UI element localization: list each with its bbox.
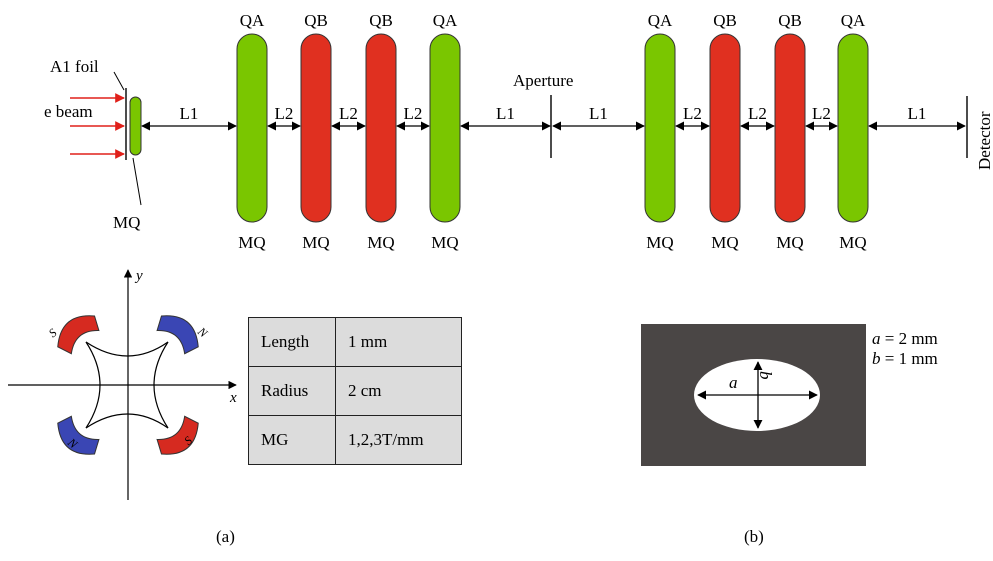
param-value: 1,2,3T/mm [335,415,462,465]
spacing-label: L1 [496,104,515,123]
table-row: Radius 2 cm [248,366,462,416]
table-row: Length 1 mm [248,317,462,367]
mq-label: MQ [367,233,394,252]
quad-type-label: QB [713,11,737,30]
mq-label: MQ [431,233,458,252]
table-row: MG 1,2,3T/mm [248,415,462,465]
aperture-label: Aperture [513,71,573,90]
spacing-label: L2 [683,104,702,123]
small-mq-pointer [132,157,142,206]
minor-axis-label: b [756,371,775,380]
caption-a: (a) [216,527,235,546]
mq-label: MQ [646,233,673,252]
param-key: MG [248,415,336,465]
yoke-arc-bottom [85,413,169,429]
pole-top-right: N [156,315,211,355]
quadrupole-8 [837,33,869,223]
spacing-label: L2 [812,104,831,123]
spacing-label: L2 [404,104,423,123]
mq-label: MQ [238,233,265,252]
pole-label-tl: S [46,326,60,341]
quadrupole-cross-section: x y S N N S [8,268,237,500]
pole-bottom-left [57,415,100,455]
yoke-arc-right [153,341,169,429]
spacing-label: L2 [748,104,767,123]
beam-label: e beam [44,102,93,121]
quadrupole-3 [365,33,397,223]
yoke-arc-top [85,341,169,357]
pole-top-left: S [46,315,100,355]
mq-label: MQ [711,233,738,252]
quadrupole-5 [644,33,676,223]
mq-labels: MQ MQ MQ MQ MQ MQ MQ MQ [238,233,866,252]
spacing-label: L1 [180,104,199,123]
param-b: b = 1 mm [872,349,938,368]
aperture-parameters: a = 2 mm b = 1 mm [872,329,938,369]
param-key: Radius [248,366,336,416]
mq-label: MQ [839,233,866,252]
quadrupole-4 [429,33,461,223]
pole-bottom-right [156,415,199,455]
quad-type-label: QA [648,11,673,30]
y-axis-label: y [134,268,143,284]
spacing-label: L2 [275,104,294,123]
quad-type-label: QA [240,11,265,30]
quadrupole-6 [709,33,741,223]
small-quadrupole [129,96,142,156]
spacing-label: L1 [908,104,927,123]
mq-label: MQ [776,233,803,252]
param-value: 1 mm [335,317,462,367]
quad-type-labels: QA QB QB QA QA QB QB QA [240,11,866,30]
foil-label: A1 foil [50,57,99,76]
param-a: a = 2 mm [872,329,938,348]
caption-b: (b) [744,527,764,546]
param-key: Length [248,317,336,367]
quadrupole-2 [300,33,332,223]
quadrupole-1 [236,33,268,223]
spacing-label: L1 [589,104,608,123]
spacing-arrows: L1 L2 L2 L2 L1 L1 L2 L2 L2 L1 [141,104,966,131]
quad-type-label: QB [369,11,393,30]
quad-type-label: QA [433,11,458,30]
parameter-table: Length 1 mm Radius 2 cm MG 1,2,3T/mm [248,317,462,465]
beamline: A1 foil e beam MQ QA QB QB QA QA QB QB QA MQ MQ M… [44,11,993,252]
quad-type-label: QB [778,11,802,30]
spacing-label: L2 [339,104,358,123]
yoke-arc-left [85,341,101,429]
small-mq-label: MQ [113,213,140,232]
aperture-shape: a b [641,324,866,466]
x-axis-label: x [229,390,237,406]
major-axis-label: a [729,373,738,392]
mq-label: MQ [302,233,329,252]
foil-pointer [113,71,125,91]
param-value: 2 cm [335,366,462,416]
quadrupole-magnets [236,33,869,223]
quadrupole-7 [774,33,806,223]
quad-type-label: QB [304,11,328,30]
electron-beam-arrows [70,93,125,159]
detector-label: Detector [975,111,993,170]
quad-type-label: QA [841,11,866,30]
